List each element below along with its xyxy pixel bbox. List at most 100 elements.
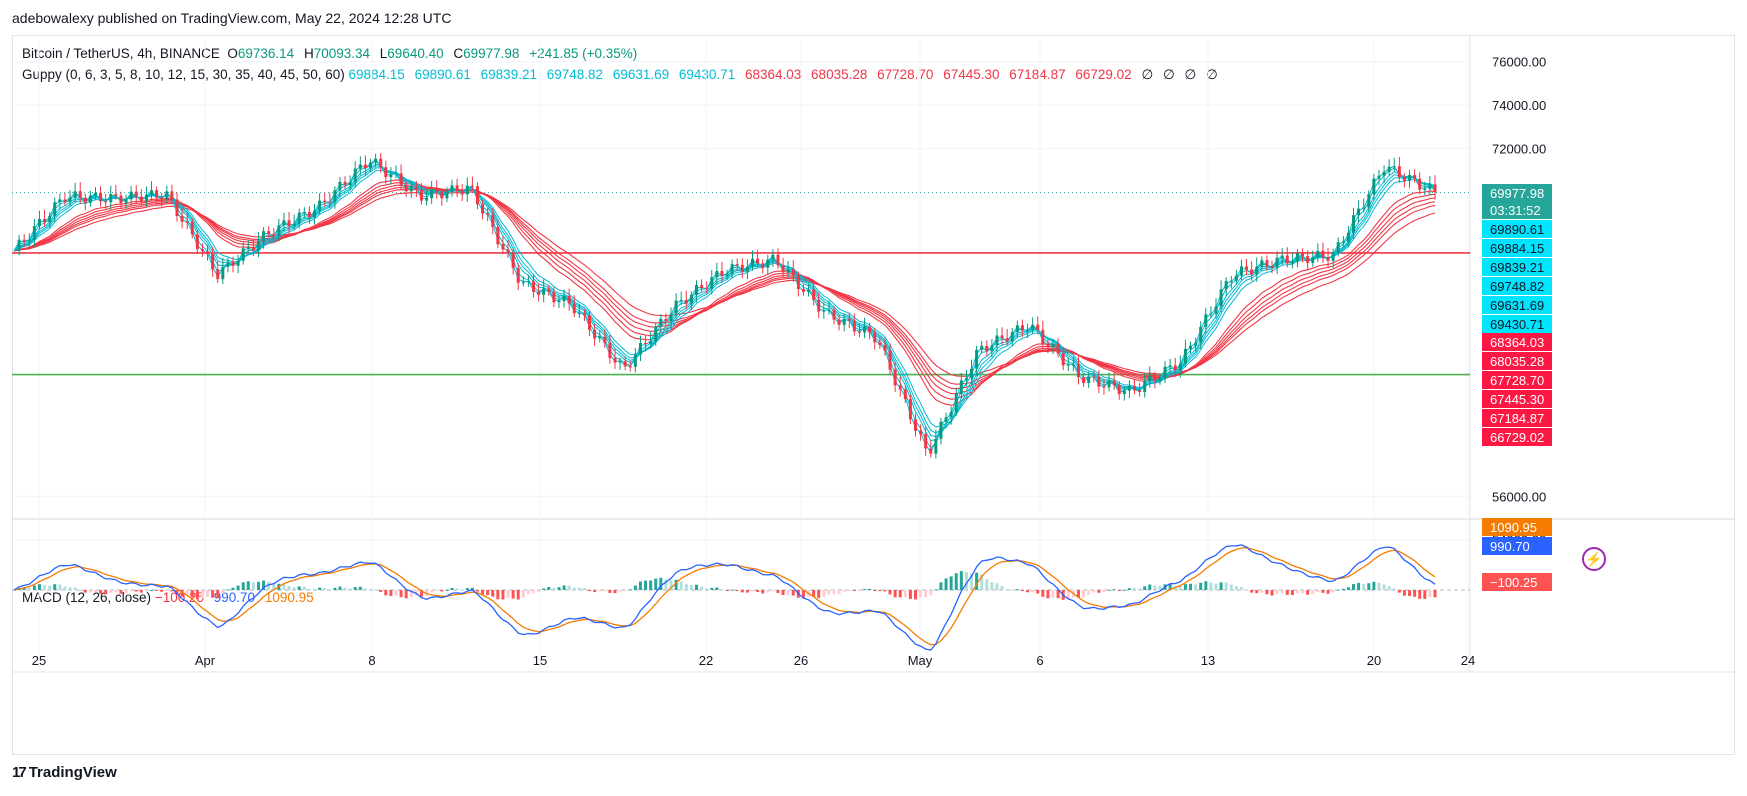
macd-hist-bar [516, 590, 520, 600]
open-value: 69736.14 [237, 46, 295, 61]
macd-hist-bar [1255, 590, 1259, 594]
countdown-label-bg [1482, 201, 1552, 219]
macd-hist-bar [236, 585, 240, 590]
candle-body [710, 277, 714, 289]
candle-body [394, 173, 398, 175]
macd-hist-bar [852, 590, 856, 592]
candle-body [588, 315, 592, 330]
macd-hist-bar [980, 574, 984, 590]
countdown-label: 03:31:52 [1490, 203, 1541, 218]
candle-body [1352, 215, 1356, 233]
candle-body [771, 254, 775, 260]
macd-hist-bar [348, 588, 352, 590]
macd-hist-bar [465, 588, 469, 590]
macd-hist-bar [725, 590, 729, 591]
candle-body [903, 389, 907, 400]
candle-body [241, 248, 245, 261]
candle-body [353, 168, 357, 182]
macd-hist-bar [1189, 583, 1193, 590]
candle-body [83, 197, 87, 203]
macd-hist-bar [623, 590, 627, 591]
macd-hist-bar [53, 584, 57, 590]
candle-body [924, 434, 928, 449]
macd-hist-bar [567, 585, 571, 590]
macd-hist-bar [1362, 583, 1366, 590]
macd-hist-bar [913, 590, 917, 600]
guppy-long-value: 68364.03 [744, 67, 802, 82]
macd-hist-bar [1285, 590, 1289, 595]
macd-hist-bar [995, 583, 999, 590]
macd-hist-bar [318, 587, 322, 590]
candle-body [944, 417, 948, 422]
candle-body [1255, 266, 1259, 275]
candle-body [608, 343, 612, 359]
macd-hist-bar [1387, 586, 1391, 590]
macd-hist-bar [58, 584, 62, 590]
macd-hist-bar [1153, 585, 1157, 590]
macd-hist-bar [12, 590, 16, 591]
macd-hist-bar [99, 590, 103, 594]
candle-body [980, 345, 984, 350]
candle-body [827, 309, 831, 311]
candle-body [297, 212, 301, 224]
macd-hist-bar [812, 590, 816, 597]
time-tick-label: Apr [195, 653, 216, 668]
candle-body [1357, 208, 1361, 216]
price-tick-label: 56000.00 [1492, 489, 1546, 504]
macd-hist-bar [1082, 590, 1086, 598]
macd-hist-bar [226, 589, 230, 591]
candle-body [949, 411, 953, 418]
candle-body [618, 361, 622, 363]
guppy-long-axis-label-bg [1482, 409, 1552, 427]
macd-hist-bar [1413, 590, 1417, 597]
candle-body [745, 266, 749, 272]
macd-hist-bar [1295, 590, 1299, 594]
macd-hist-bar [970, 573, 974, 590]
macd-hist-bar [394, 590, 398, 596]
candle-body [623, 361, 627, 367]
candle-body [1148, 375, 1152, 382]
macd-hist-bar [1127, 588, 1131, 590]
macd-hist-bar [481, 590, 485, 595]
macd-hist-bar [898, 590, 902, 598]
candle-body [1321, 250, 1325, 258]
macd-hist-bar [139, 590, 143, 593]
macd-hist-bar [333, 587, 337, 590]
macd-hist-bar [751, 590, 755, 592]
macd-hist-bar [756, 590, 760, 593]
candle-body [475, 186, 479, 205]
candle-body [318, 200, 322, 211]
macd-hist-bar [1122, 589, 1126, 591]
candle-body [863, 326, 867, 333]
macd-hist-bar [323, 588, 327, 590]
macd-hist-bar [847, 590, 851, 591]
guppy-long-axis-label-bg [1482, 428, 1552, 446]
candle-body [822, 310, 826, 312]
macd-label[interactable]: MACD (12, 26, close) [22, 590, 152, 605]
macd-hist-bar [521, 590, 525, 598]
macd-hist-bar [618, 590, 622, 592]
candle-body [282, 220, 286, 226]
candle-body [1367, 194, 1371, 208]
macd-hist-bar [200, 590, 204, 599]
candle-body [1173, 365, 1177, 371]
macd-hist-bar [251, 582, 255, 590]
candle-body [246, 247, 250, 249]
guppy-label[interactable]: Guppy (0, 6, 3, 5, 8, 10, 12, 15, 30, 35… [22, 67, 345, 82]
candle-body [1082, 377, 1086, 384]
candle-body [104, 201, 108, 203]
candle-body [1117, 385, 1121, 395]
lightning-icon[interactable]: ⚡ [1582, 547, 1606, 571]
macd-hist-bar [664, 579, 668, 590]
candle-body [547, 288, 551, 292]
macd-axis-label: 990.70 [1490, 539, 1530, 554]
macd-hist-bar [185, 590, 189, 597]
candle-body [470, 185, 474, 187]
macd-hist-bar [68, 587, 72, 590]
macd-hist-bar [633, 585, 637, 590]
guppy-long-axis-label-bg [1482, 371, 1552, 389]
symbol-name[interactable]: Bitcoin / TetherUS, 4h, BINANCE [22, 46, 220, 61]
candle-body [1087, 376, 1091, 384]
candle-body [1326, 257, 1330, 261]
